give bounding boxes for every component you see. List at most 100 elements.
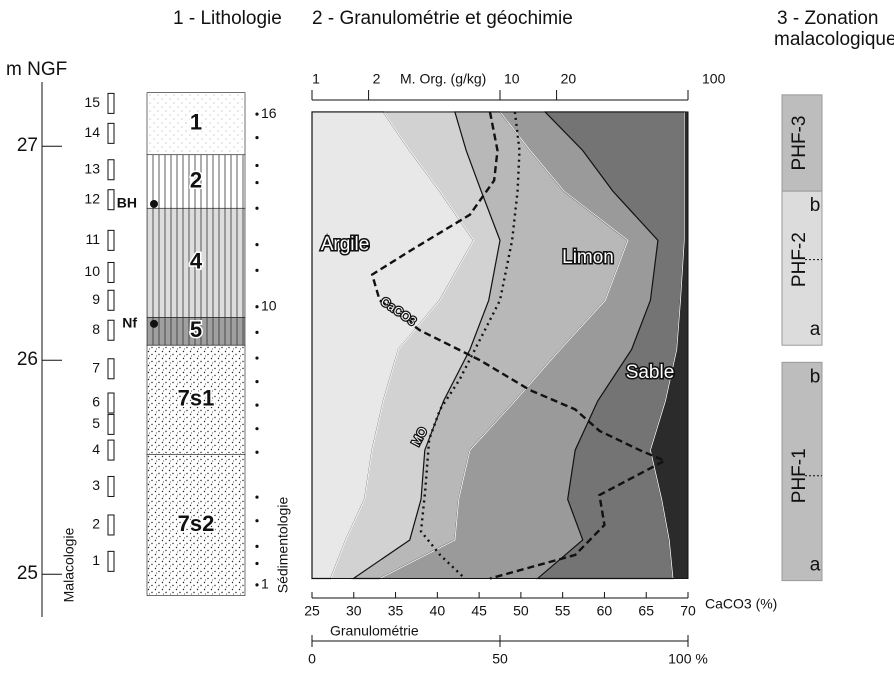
lithology-label: 7s2 <box>178 511 215 536</box>
marker-label: BH <box>117 195 137 211</box>
lithology-label: 7s1 <box>178 386 215 411</box>
sed-sample <box>255 427 259 431</box>
malacology-label: 1 <box>92 552 100 568</box>
x2-tick-label: 50 <box>513 603 529 619</box>
malacology-label: 15 <box>84 94 100 110</box>
malacology-sample <box>107 289 115 311</box>
x2-tick-label: 45 <box>471 603 487 619</box>
y-axis-label: m NGF <box>6 59 67 80</box>
malacology-label: 13 <box>84 160 100 176</box>
sed-sample <box>255 495 259 499</box>
x3-tick-label: 1 <box>312 71 320 87</box>
marker-label: Nf <box>122 315 137 331</box>
sed-sample <box>255 136 259 140</box>
x3-tick-label: 100 <box>702 71 726 87</box>
sed-sample <box>255 112 259 116</box>
x2-tick-label: 30 <box>346 603 362 619</box>
malacology-label: 10 <box>84 263 100 279</box>
lithology-label: 5 <box>190 317 202 342</box>
sed-sample <box>255 403 259 407</box>
malacology-label: 4 <box>92 441 100 457</box>
sed-sample <box>255 583 259 587</box>
lithology-pattern <box>147 345 245 455</box>
x3-tick-label: 10 <box>504 71 520 87</box>
malacology-label: 12 <box>84 190 100 206</box>
lithology-pattern <box>147 208 245 318</box>
marker-dot <box>150 319 158 328</box>
sed-sample <box>255 206 259 210</box>
line-dashed <box>370 111 668 580</box>
area-label: Sable <box>626 362 675 383</box>
chart-title: 2 - Granulométrie et géochimie <box>312 8 573 29</box>
zone-label: PHF-3 <box>789 116 810 171</box>
plot-frame <box>311 111 689 579</box>
subzone-label: b <box>810 366 821 387</box>
sed-sample <box>255 268 259 272</box>
malacology-label: 7 <box>92 359 100 375</box>
sed-label: 10 <box>261 297 277 313</box>
sed-sample <box>255 180 259 185</box>
malacology-label: 8 <box>92 321 100 337</box>
sed-sample <box>255 561 259 566</box>
y-tick-label: 26 <box>17 349 38 370</box>
sed-sample <box>255 380 259 384</box>
zone <box>781 190 823 346</box>
y-tick-label: 27 <box>17 135 38 156</box>
sed-sample <box>255 243 259 247</box>
sed-sample <box>255 330 259 334</box>
malacology-label: 9 <box>92 291 100 307</box>
malacology-sample <box>107 392 115 414</box>
sed-sample <box>255 163 259 168</box>
sed-sample <box>255 450 259 454</box>
lithology-pattern <box>147 454 245 596</box>
x2-tick-label: 65 <box>638 603 654 619</box>
x2-tick-label: 35 <box>388 603 404 619</box>
malacology-sample <box>107 358 115 380</box>
area-label: Limon <box>562 247 614 268</box>
x2-tick-label: 70 <box>680 603 696 619</box>
lithology-label: 2 <box>190 167 202 192</box>
x3-tick-label: 2 <box>373 71 381 87</box>
x-tick-label: 50 <box>492 651 508 667</box>
x2-tick-label: 40 <box>430 603 446 619</box>
malacology-sample <box>107 122 115 144</box>
malacology-label: 11 <box>85 231 100 247</box>
malacology-sample <box>107 189 115 211</box>
zone <box>781 361 823 582</box>
x-axis-label: Granulométrie <box>330 623 419 639</box>
x-tick-label: 0 <box>308 651 316 667</box>
sed-sample <box>255 519 259 523</box>
area-label: Argile <box>321 234 370 255</box>
subzone-label: a <box>810 319 821 340</box>
sed-sample <box>255 544 259 548</box>
malacology-sample <box>107 229 115 251</box>
x2-tick-label: 60 <box>597 603 613 619</box>
zonation-title: malacologique <box>774 29 894 50</box>
malacology-sample <box>107 92 115 114</box>
malacology-sample <box>107 261 115 283</box>
zonation-title: 3 - Zonation <box>777 8 878 29</box>
lithology-pattern <box>147 317 245 346</box>
x2-tick-label: 55 <box>555 603 571 619</box>
malacology-sample <box>107 413 115 435</box>
malacology-label: 5 <box>92 415 100 431</box>
lithology-label: 4 <box>190 249 203 274</box>
zone <box>781 94 823 192</box>
sed-label: 1 <box>261 576 269 592</box>
y-tick-label: 25 <box>17 563 38 584</box>
x2-axis-label: CaCO3 (%) <box>705 596 777 612</box>
lithology-pattern <box>147 154 245 209</box>
malacology-sample <box>107 439 115 461</box>
malacology-label: 6 <box>92 394 100 410</box>
subzone-label: b <box>810 195 821 216</box>
line-dotted <box>419 111 521 580</box>
malacology-sample <box>107 475 115 497</box>
sed-label: 16 <box>261 105 277 121</box>
subzone-label: a <box>810 555 821 576</box>
sed-sample <box>255 305 259 309</box>
malacology-label: 14 <box>84 124 100 140</box>
sed-axis-label: Sédimentologie <box>275 497 291 594</box>
malacology-axis-label: Malacologie <box>61 527 77 602</box>
marker-dot <box>150 199 158 208</box>
